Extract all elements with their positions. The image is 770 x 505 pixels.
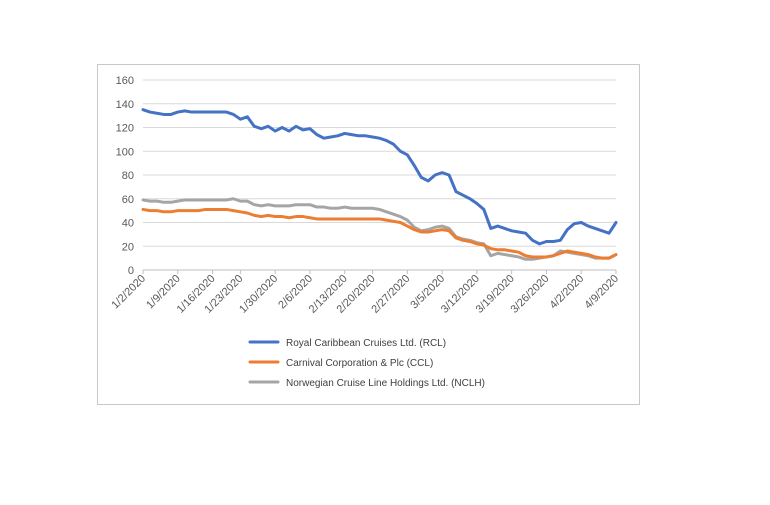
y-tick-label: 40 <box>122 218 134 230</box>
series-lines <box>141 108 618 261</box>
chart-frame: 0 20 40 60 80 100 120 140 160 1/2/2020 1/9/2020 1/1… <box>97 64 640 405</box>
x-tick-label: 4/9/2020 <box>582 273 621 312</box>
x-tick-label: 1/2/2020 <box>109 273 148 312</box>
axes <box>142 270 617 274</box>
x-tick-label: 1/30/2020 <box>237 273 280 316</box>
series-line-rcl <box>141 108 618 246</box>
x-tick-label: 4/2/2020 <box>548 273 587 312</box>
legend-label: Norwegian Cruise Line Holdings Ltd. (NCL… <box>286 378 485 389</box>
y-tick-label: 100 <box>116 146 134 158</box>
line-chart: 0204060801001201401601/2/20201/9/20201/1… <box>109 75 621 389</box>
legend-label: Carnival Corporation & Plc (CCL) <box>286 358 433 369</box>
series-line-ccl <box>141 207 618 260</box>
y-tick-label: 0 <box>128 265 134 277</box>
y-tick-label: 160 <box>116 75 134 87</box>
y-tick-label: 120 <box>116 123 134 135</box>
y-tick-label: 60 <box>122 194 134 206</box>
x-tick-label: 2/27/2020 <box>369 273 412 316</box>
y-tick-label: 80 <box>122 170 134 182</box>
x-tick-label: 3/26/2020 <box>508 273 551 316</box>
series-line-nclh <box>141 197 618 261</box>
y-tick-label: 140 <box>116 99 134 111</box>
y-tick-label: 20 <box>122 241 134 253</box>
legend-label: Royal Caribbean Cruises Ltd. (RCL) <box>286 338 446 349</box>
legend: Royal Caribbean Cruises Ltd. (RCL) Carniv… <box>248 338 485 389</box>
